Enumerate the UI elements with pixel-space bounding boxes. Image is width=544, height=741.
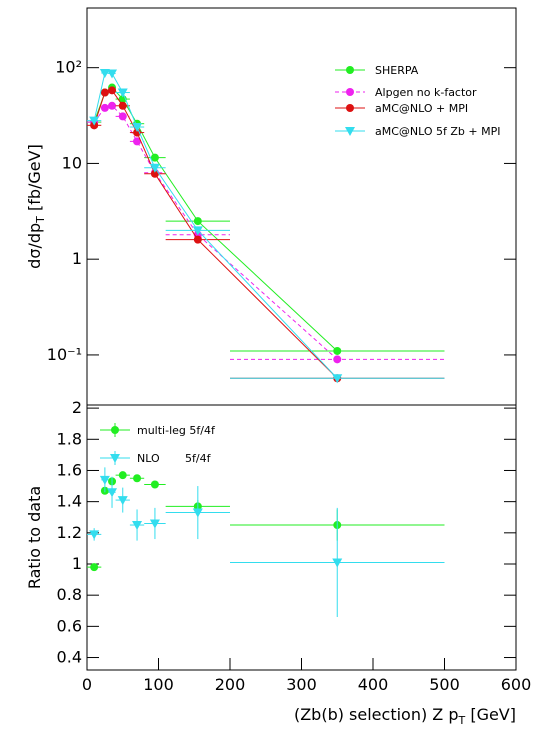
y-tick-label: 0.6 <box>57 616 82 635</box>
x-axis-label-part: [GeV] <box>465 705 516 724</box>
legend-label: aMC@NLO 5f Zb + MPI <box>375 125 501 138</box>
marker <box>99 475 110 485</box>
y-tick-label: 0.4 <box>57 648 82 667</box>
y-tick-label: 1.4 <box>57 492 82 511</box>
x-tick-label: 400 <box>358 675 389 694</box>
marker <box>150 169 159 178</box>
marker <box>117 88 128 98</box>
legend-marker <box>346 88 354 96</box>
marker <box>118 112 127 121</box>
x-tick-label: 200 <box>215 675 246 694</box>
legend-marker <box>111 426 119 434</box>
marker <box>89 530 100 540</box>
legend-marker <box>345 127 355 136</box>
marker <box>107 488 118 498</box>
y-tick-label: 10⁻¹ <box>47 345 82 364</box>
marker <box>192 226 203 236</box>
legend-marker <box>346 104 354 112</box>
y-tick-label: 0.8 <box>57 585 82 604</box>
x-axis-label-part: (Zb(b) selection) Z p <box>294 705 459 724</box>
y-axis-label: dσ/dpT [fb/GeV] <box>25 144 47 269</box>
curve <box>93 105 338 360</box>
marker <box>193 217 202 226</box>
marker <box>149 519 160 529</box>
marker <box>133 137 142 146</box>
marker <box>333 346 342 355</box>
x-tick-label: 300 <box>286 675 317 694</box>
marker <box>132 521 143 531</box>
marker <box>108 86 117 95</box>
marker <box>100 88 109 97</box>
marker <box>118 101 127 110</box>
y-tick-label: 1 <box>72 249 82 268</box>
y-axis-label: Ratio to data <box>25 486 44 589</box>
x-tick-label: 100 <box>143 675 174 694</box>
x-tick-label: 500 <box>429 675 460 694</box>
y-tick-label: 1.2 <box>57 523 82 542</box>
y-tick-label: 1.6 <box>57 460 82 479</box>
marker <box>332 558 343 568</box>
legend-marker <box>110 454 120 463</box>
marker <box>89 116 100 126</box>
y-tick-label: 1.8 <box>57 429 82 448</box>
marker <box>107 69 118 79</box>
marker <box>150 153 159 162</box>
marker <box>118 471 127 480</box>
x-axis-label: (Zb(b) selection) Z pT [GeV] <box>294 705 516 727</box>
legend-label: multi-leg 5f/4f <box>137 424 216 437</box>
y-axis-label-part: [fb/GeV] <box>25 144 44 216</box>
legend-label: aMC@NLO + MPI <box>375 102 468 115</box>
legend-marker <box>346 66 354 74</box>
marker <box>100 103 109 112</box>
marker <box>192 508 203 518</box>
marker <box>132 123 143 133</box>
y-axis-label-part: T <box>34 216 47 224</box>
marker <box>117 496 128 506</box>
legend-label: Alpgen no k-factor <box>375 86 477 99</box>
x-axis-label-part: T <box>458 714 466 727</box>
legend-label: SHERPA <box>375 64 419 77</box>
marker <box>90 563 99 572</box>
marker <box>108 101 117 110</box>
marker <box>150 480 159 489</box>
marker <box>149 163 160 173</box>
x-tick-label: 600 <box>501 675 532 694</box>
y-tick-label: 1 <box>72 554 82 573</box>
marker <box>332 374 343 384</box>
x-tick-label: 0 <box>82 675 92 694</box>
y-axis-label-part: dσ/dp <box>25 223 44 269</box>
y-tick-label: 10 <box>62 153 82 172</box>
marker <box>333 355 342 364</box>
y-tick-label: 10² <box>55 58 82 77</box>
annotation: 5f/4f <box>185 452 212 465</box>
marker <box>193 235 202 244</box>
y-tick-label: 2 <box>72 398 82 417</box>
legend-label: NLO <box>137 452 160 465</box>
marker <box>99 68 110 78</box>
marker <box>133 474 142 483</box>
